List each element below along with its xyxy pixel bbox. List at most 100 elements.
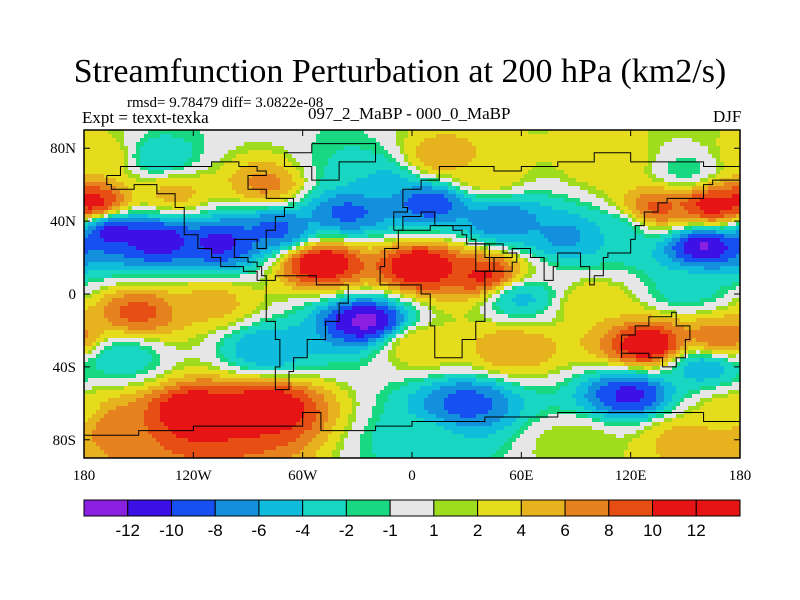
- heatmap-cell: [580, 218, 585, 223]
- heatmap-cell: [176, 134, 181, 139]
- heatmap-cell: [184, 178, 189, 183]
- heatmap-cell: [612, 238, 617, 243]
- heatmap-cell: [196, 186, 201, 191]
- heatmap-cell: [200, 158, 205, 163]
- heatmap-cell: [292, 178, 297, 183]
- heatmap-cell: [424, 174, 429, 179]
- heatmap-cell: [484, 246, 489, 251]
- heatmap-cell: [412, 138, 417, 143]
- heatmap-cell: [288, 194, 293, 199]
- heatmap-cell: [164, 158, 169, 163]
- heatmap-cell: [704, 142, 709, 147]
- heatmap-cell: [456, 166, 461, 171]
- heatmap-cell: [656, 214, 661, 219]
- heatmap-cell: [220, 170, 225, 175]
- heatmap-cell: [128, 210, 133, 215]
- heatmap-cell: [424, 138, 429, 143]
- heatmap-cell: [524, 198, 529, 203]
- heatmap-cell: [556, 142, 561, 147]
- heatmap-cell: [580, 150, 585, 155]
- heatmap-cell: [552, 222, 557, 227]
- heatmap-cell: [720, 202, 725, 207]
- heatmap-cell: [468, 158, 473, 163]
- heatmap-cell: [188, 154, 193, 159]
- heatmap-cell: [144, 246, 149, 251]
- heatmap-cell: [712, 182, 717, 187]
- heatmap-cell: [140, 242, 145, 247]
- heatmap-cell: [384, 226, 389, 231]
- heatmap-cell: [700, 142, 705, 147]
- heatmap-cell: [664, 222, 669, 227]
- heatmap-cell: [544, 138, 549, 143]
- heatmap-cell: [208, 178, 213, 183]
- heatmap-cell: [120, 218, 125, 223]
- heatmap-cell: [116, 230, 121, 235]
- heatmap-cell: [276, 210, 281, 215]
- heatmap-cell: [520, 238, 525, 243]
- heatmap-cell: [676, 138, 681, 143]
- heatmap-cell: [260, 158, 265, 163]
- heatmap-cell: [212, 218, 217, 223]
- heatmap-cell: [156, 154, 161, 159]
- heatmap-cell: [176, 218, 181, 223]
- heatmap-cell: [224, 230, 229, 235]
- heatmap-cell: [712, 134, 717, 139]
- heatmap-cell: [176, 194, 181, 199]
- heatmap-cell: [440, 206, 445, 211]
- heatmap-cell: [400, 198, 405, 203]
- heatmap-cell: [316, 130, 321, 135]
- heatmap-cell: [364, 130, 369, 135]
- heatmap-cell: [288, 250, 293, 255]
- heatmap-cell: [724, 130, 729, 135]
- heatmap-cell: [368, 198, 373, 203]
- heatmap-cell: [468, 206, 473, 211]
- heatmap-cell: [656, 146, 661, 151]
- heatmap-cell: [400, 138, 405, 143]
- heatmap-cell: [496, 154, 501, 159]
- heatmap-cell: [400, 162, 405, 167]
- heatmap-cell: [448, 162, 453, 167]
- heatmap-cell: [504, 234, 509, 239]
- heatmap-cell: [524, 214, 529, 219]
- heatmap-cell: [108, 206, 113, 211]
- heatmap-cell: [664, 234, 669, 239]
- heatmap-cell: [452, 166, 457, 171]
- heatmap-cell: [284, 186, 289, 191]
- heatmap-cell: [348, 230, 353, 235]
- heatmap-cell: [268, 214, 273, 219]
- heatmap-cell: [212, 178, 217, 183]
- heatmap-cell: [728, 142, 733, 147]
- heatmap-cell: [460, 206, 465, 211]
- heatmap-cell: [276, 194, 281, 199]
- heatmap-cell: [480, 150, 485, 155]
- heatmap-cell: [344, 170, 349, 175]
- heatmap-cell: [696, 162, 701, 167]
- heatmap-cell: [564, 186, 569, 191]
- heatmap-cell: [136, 218, 141, 223]
- heatmap-cell: [364, 198, 369, 203]
- heatmap-cell: [572, 170, 577, 175]
- heatmap-cell: [728, 198, 733, 203]
- heatmap-cell: [96, 154, 101, 159]
- heatmap-cell: [148, 230, 153, 235]
- heatmap-cell: [520, 146, 525, 151]
- heatmap-cell: [272, 146, 277, 151]
- heatmap-cell: [400, 206, 405, 211]
- heatmap-cell: [180, 142, 185, 147]
- heatmap-cell: [356, 218, 361, 223]
- heatmap-cell: [396, 186, 401, 191]
- heatmap-cell: [472, 146, 477, 151]
- heatmap-cell: [624, 154, 629, 159]
- heatmap-cell: [288, 186, 293, 191]
- heatmap-cell: [272, 246, 277, 251]
- heatmap-cell: [596, 130, 601, 135]
- heatmap-cell: [144, 130, 149, 135]
- heatmap-cell: [640, 246, 645, 251]
- heatmap-cell: [384, 242, 389, 247]
- heatmap-cell: [340, 206, 345, 211]
- heatmap-cell: [708, 178, 713, 183]
- heatmap-cell: [116, 190, 121, 195]
- heatmap-cell: [220, 146, 225, 151]
- heatmap-cell: [148, 130, 153, 135]
- heatmap-cell: [472, 130, 477, 135]
